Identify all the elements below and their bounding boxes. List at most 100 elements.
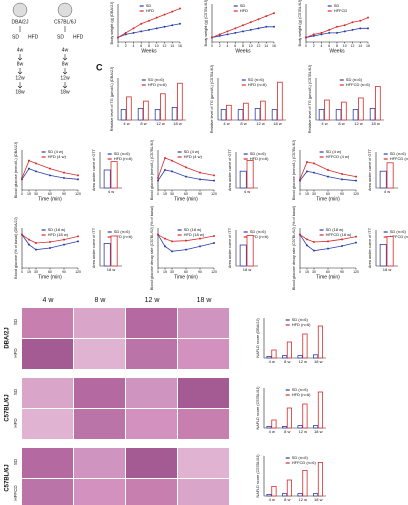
x-tick-label: 90 [340, 270, 344, 274]
group-label: HFD [28, 34, 39, 40]
x-tick-label: 12 w [354, 121, 363, 126]
x-tick-label: 15 [27, 192, 31, 196]
bar [266, 425, 272, 429]
x-tick-label: 30 [34, 192, 38, 196]
series-line [299, 170, 357, 182]
point [28, 159, 30, 162]
legend-label: SD (n=6) [390, 151, 407, 156]
histology-image [22, 339, 73, 369]
bar [302, 403, 308, 429]
row-label: SD [13, 388, 18, 395]
x-tick-label: 60 [184, 192, 188, 196]
panel-label: C [96, 62, 103, 72]
point [21, 233, 23, 236]
point [313, 249, 315, 252]
bar [317, 461, 324, 497]
point [327, 247, 329, 250]
x-tick-label: 6 [234, 44, 236, 48]
row-label: HFD [13, 418, 18, 428]
y-axis-label: Body weight (g) (DBA/2J) [110, 1, 114, 45]
series-line [21, 234, 79, 244]
point [49, 247, 51, 249]
bar [302, 469, 308, 497]
x-tick-label: 90 [340, 192, 344, 196]
point [140, 30, 143, 33]
point [179, 7, 181, 10]
bar [313, 354, 319, 359]
bar [271, 419, 277, 429]
x-axis-label: Time (min) [316, 196, 340, 202]
x-tick-label: 12 w [256, 121, 265, 126]
point [306, 161, 308, 163]
x-tick-label: 12 [163, 44, 167, 48]
strain-label: C57BL/6J [5, 394, 11, 421]
x-tick-label: 18 w [107, 267, 116, 272]
point [77, 178, 79, 181]
legend-label: SD (4 w) [184, 149, 200, 154]
x-tick-label: 2 [125, 44, 127, 48]
legend-label: HFFCD (n=6) [346, 82, 371, 87]
point [157, 179, 159, 182]
legend-label: HFD (n=6) [114, 156, 133, 161]
x-tick-label: 10 [343, 44, 347, 48]
x-axis-label: Time (min) [316, 274, 340, 280]
histology-image [126, 378, 177, 408]
point [355, 175, 357, 178]
bar [286, 479, 293, 497]
y-axis-label: Blood glucose decay rate (C57BL/6J) (% o… [292, 205, 296, 290]
point [35, 170, 37, 173]
x-tick-label: 4 [133, 44, 135, 48]
x-axis-label: Time (min) [174, 274, 198, 280]
point [155, 27, 158, 30]
point [218, 34, 221, 37]
point [21, 177, 23, 179]
legend-label: SD (n=6) [292, 317, 309, 322]
legend-label: SD (4 w) [326, 149, 342, 154]
x-axis-label: Time (min) [174, 196, 198, 202]
bar [386, 236, 394, 267]
point [213, 235, 215, 237]
x-tick-label: 15 [163, 192, 167, 196]
bar [297, 425, 303, 429]
point [273, 25, 275, 28]
x-tick-label: 12 w [156, 121, 165, 126]
x-tick-label: 6 [140, 44, 142, 48]
point [163, 25, 166, 28]
x-tick-label: 16 [366, 44, 370, 48]
bar [171, 107, 178, 121]
legend-label: HFFCD (4 w) [326, 154, 350, 159]
histology-image [178, 409, 229, 439]
y-axis-label: Area under curve of ITT [368, 227, 372, 268]
x-tick-label: 8 w [284, 497, 290, 502]
x-tick-label: 2 [219, 44, 221, 48]
bar [386, 162, 394, 189]
x-tick-label: 8 [336, 44, 338, 48]
bar [226, 104, 232, 121]
legend-label: SD [334, 3, 340, 8]
week-label: 12w [15, 75, 25, 81]
bar [297, 493, 303, 497]
point [155, 16, 158, 19]
bar [282, 355, 288, 359]
point [185, 175, 187, 178]
x-tick-label: 30 [170, 270, 174, 274]
x-tick-label: 18 w [243, 267, 252, 272]
series-line [21, 168, 79, 180]
point [351, 21, 354, 24]
point [320, 31, 323, 34]
bar [271, 485, 277, 497]
x-tick-label: 2 [313, 44, 315, 48]
bar [246, 234, 254, 267]
point [124, 31, 127, 34]
point [343, 24, 346, 27]
x-tick-label: 18 w [383, 267, 392, 272]
x-tick-label: 15 [163, 270, 167, 274]
week-header: 8 w [95, 297, 107, 304]
x-tick-label: 8 w [284, 359, 290, 364]
x-tick-label: 12 [257, 44, 261, 48]
x-tick-label: 18 w [314, 359, 323, 364]
x-axis-label: Time (min) [38, 274, 62, 280]
bar [277, 81, 283, 121]
legend-label: HFD (4 w) [184, 154, 203, 159]
